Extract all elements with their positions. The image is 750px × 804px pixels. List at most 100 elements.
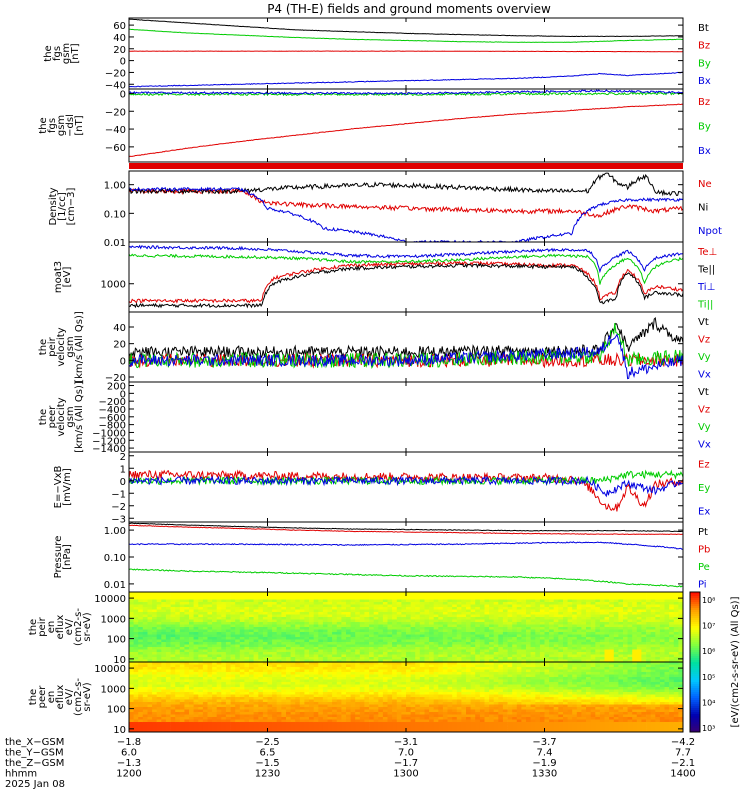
heat-cell [332, 627, 337, 630]
heat-cell [194, 600, 199, 603]
heat-cell [480, 610, 485, 613]
heat-cell [226, 632, 231, 635]
heat-cell [281, 687, 286, 690]
heat-cell [323, 707, 328, 710]
heat-cell [304, 605, 309, 608]
heat-cell [277, 690, 282, 693]
heat-cell [161, 607, 166, 610]
heat-cell [341, 687, 346, 690]
heat-cell [651, 617, 656, 620]
heat-cell [374, 617, 379, 620]
heat-cell [291, 595, 296, 598]
heat-cell [212, 632, 217, 635]
heat-cell [175, 655, 180, 658]
heat-cell [314, 615, 319, 618]
heat-cell [443, 650, 448, 653]
heat-cell [235, 632, 240, 635]
heat-cell [438, 620, 443, 623]
heat-cell [628, 632, 633, 635]
heat-cell [244, 700, 249, 703]
heat-cell [240, 607, 245, 610]
heat-cell [249, 625, 254, 628]
heat-cell [452, 655, 457, 658]
heat-cell [148, 680, 153, 683]
heat-cell [194, 677, 199, 680]
heat-cell [281, 690, 286, 693]
heat-cell [295, 712, 300, 715]
heat-cell [526, 647, 531, 650]
heat-cell [309, 650, 314, 653]
heat-cell [346, 647, 351, 650]
heat-cell [212, 675, 217, 678]
heat-cell [263, 710, 268, 713]
heat-cell [203, 622, 208, 625]
heat-cell [581, 607, 586, 610]
heat-cell [392, 637, 397, 640]
heat-cell [212, 687, 217, 690]
heat-cell [221, 612, 226, 615]
heat-cell [337, 605, 342, 608]
heat-cell [281, 697, 286, 700]
heat-cell [148, 650, 153, 653]
heat-cell [471, 642, 476, 645]
heat-cell [535, 645, 540, 648]
heat-cell [272, 690, 277, 693]
heat-cell [558, 607, 563, 610]
heat-cell [508, 602, 513, 605]
heat-cell [471, 622, 476, 625]
heat-cell [184, 645, 189, 648]
heat-cell [212, 615, 217, 618]
heat-cell [309, 715, 314, 718]
heat-cell [194, 710, 199, 713]
heat-cell [503, 602, 508, 605]
heat-cell [166, 725, 171, 728]
heat-cell [651, 622, 656, 625]
heat-cell [563, 622, 568, 625]
heat-cell [286, 612, 291, 615]
heat-cell [651, 640, 656, 643]
heat-cell [157, 595, 162, 598]
series-pi-line [129, 542, 683, 550]
heat-cell [184, 690, 189, 693]
heat-cell [138, 655, 143, 658]
heat-cell [651, 595, 656, 598]
heat-cell [189, 607, 194, 610]
heat-cell [517, 635, 522, 638]
heat-cell [171, 722, 176, 725]
heat-cell [143, 607, 148, 610]
heat-cell [323, 610, 328, 613]
heat-cell [281, 667, 286, 670]
heat-cell [591, 652, 596, 655]
heat-cell [628, 637, 633, 640]
heat-cell [581, 625, 586, 628]
heat-cell [314, 602, 319, 605]
heat-cell [226, 710, 231, 713]
heat-cell [415, 612, 420, 615]
heat-cell [438, 615, 443, 618]
heat-cell [226, 720, 231, 723]
heat-cell [314, 690, 319, 693]
heat-cell [388, 602, 393, 605]
heat-cell [623, 647, 628, 650]
heat-cell [669, 632, 674, 635]
heat-cell [674, 622, 679, 625]
heat-cell [198, 630, 203, 633]
heat-cell [231, 670, 236, 673]
heat-cell [129, 702, 134, 705]
heat-cell [655, 607, 660, 610]
heat-cell [485, 627, 490, 630]
heat-cell [143, 697, 148, 700]
heat-cell [291, 672, 296, 675]
heat-cell [263, 717, 268, 720]
heat-cell [374, 597, 379, 600]
heat-cell [346, 625, 351, 628]
heat-cell [148, 612, 153, 615]
heat-cell [521, 627, 526, 630]
heat-cell [221, 665, 226, 668]
heat-cell [295, 612, 300, 615]
heat-cell [438, 617, 443, 620]
heat-cell [304, 597, 309, 600]
heat-cell [401, 645, 406, 648]
heat-cell [323, 700, 328, 703]
heat-cell [614, 605, 619, 608]
